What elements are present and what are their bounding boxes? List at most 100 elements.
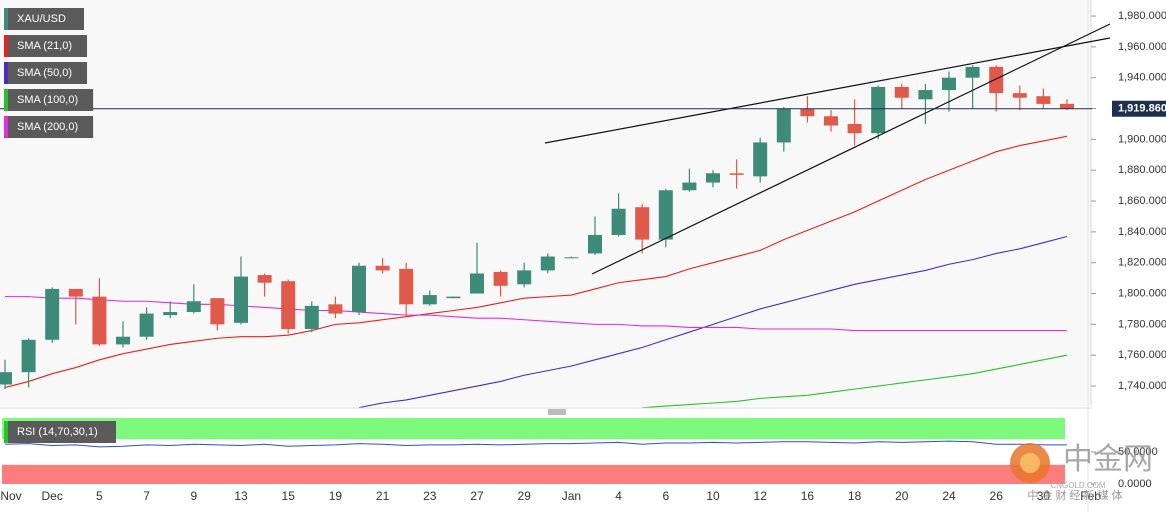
candle-body [328, 304, 343, 314]
candle-body [918, 90, 933, 100]
candle-body [635, 207, 650, 240]
y-tick-label: 1,800.000 [1118, 287, 1166, 299]
grid: 1,740.000 1,760.000 1,780.000 1,800.000 1,82… [1091, 10, 1166, 392]
candle-body [1060, 103, 1074, 109]
y-tick-label: 1,740.000 [1118, 380, 1166, 392]
x-tick-label: 12 [754, 489, 768, 503]
candle-body [1036, 96, 1051, 104]
y-tick-label: 1,760.000 [1118, 349, 1166, 361]
x-tick-label: 23 [423, 489, 437, 503]
candle-body [564, 257, 579, 259]
legend: XAU/USD SMA (21,0) SMA (50,0) SMA (100,0) SM… [4, 8, 94, 138]
legend-box [4, 62, 88, 84]
watermark-subtitle: 中 金 财 经 新 媒 体 [1027, 488, 1122, 502]
watermark-title: 中金网 [1063, 443, 1153, 476]
x-tick-label: 24 [942, 489, 956, 503]
candle-body [163, 312, 178, 316]
y-tick-label: 1,780.000 [1118, 318, 1166, 330]
y-tick-label: 1,820.000 [1118, 257, 1166, 269]
candle-body [375, 265, 390, 271]
legend-box [4, 421, 116, 443]
x-tick-label: Jan [562, 489, 581, 503]
candle-body [116, 336, 130, 345]
last-price-box [1112, 100, 1166, 117]
x-tick-label: Dec [42, 489, 63, 503]
candle-body [753, 142, 768, 177]
candle-body [729, 173, 744, 175]
candle-body [517, 270, 532, 285]
x-axis: Nov Dec 5 7 9 13 15 19 21 23 27 29 Jan 4 6 10 12 16 18 20 24… [0, 489, 1101, 503]
legend-swatch [4, 8, 8, 30]
x-tick-label: 26 [990, 489, 1004, 503]
sma-line [4, 135, 1068, 389]
candle-body [540, 256, 555, 271]
y-tick-label: 1,980.000 [1118, 10, 1166, 22]
x-tick-label: 15 [282, 489, 296, 503]
candle-body [45, 288, 60, 340]
legend-box [4, 89, 94, 111]
candle-body [682, 182, 697, 191]
x-tick-label: 9 [190, 489, 197, 503]
candle-body [847, 123, 862, 134]
x-tick-label: 16 [801, 489, 815, 503]
x-tick-label: 18 [848, 489, 862, 503]
legend-label: SMA (200,0) [17, 121, 78, 133]
legend-label: RSI (14,70,30,1) [17, 426, 98, 438]
candle-body [965, 66, 980, 78]
plot-background [0, 0, 1092, 406]
y-tick-label: 1,860.000 [1118, 195, 1166, 207]
candle-body [493, 271, 508, 286]
trend-line [544, 37, 1111, 144]
candle-body [0, 372, 12, 385]
last-price: 1,919.860 [0, 100, 1166, 117]
y-tick-label: 1,960.000 [1118, 41, 1166, 53]
legend-box [4, 8, 84, 30]
legend-label: SMA (50,0) [17, 67, 72, 79]
x-tick-label: Nov [0, 489, 21, 503]
x-tick-label: 19 [329, 489, 343, 503]
sma-line [5, 296, 1067, 332]
candle-body [989, 66, 1004, 94]
rsi-tick-label: 50.0000 [1118, 446, 1158, 458]
x-tick-label: 30 [1037, 489, 1051, 503]
x-tick-label: 7 [143, 489, 150, 503]
candle-body [304, 305, 319, 329]
x-tick-label: 10 [706, 489, 720, 503]
candle-body [871, 86, 886, 134]
x-tick-label: 21 [376, 489, 390, 503]
sma-line [358, 235, 1068, 409]
candle-body [706, 173, 720, 183]
legend-box [4, 116, 94, 138]
last-price-label: 1,919.860 [1118, 103, 1166, 115]
x-tick-label: 20 [895, 489, 909, 503]
legend-label: SMA (100,0) [17, 94, 78, 106]
candle-body [281, 281, 296, 329]
candle-body [470, 273, 484, 294]
candle-body [210, 298, 225, 325]
rsi-line [4, 440, 1067, 448]
rsi-panel: 0.0000 50.0000 RSI (14,70,30,1) [2, 418, 1158, 490]
x-tick-label: 27 [470, 489, 484, 503]
y-tick-label: 1,840.000 [1118, 226, 1166, 238]
candle-body [21, 339, 36, 373]
overlays [4, 135, 1068, 409]
candle-body [776, 108, 791, 143]
candle-body [186, 301, 201, 313]
watermark-site: CNGOLD.COM [1050, 481, 1105, 490]
y-tick-label: 1,880.000 [1118, 164, 1166, 176]
candle-body [422, 295, 437, 305]
candle-body [234, 276, 248, 323]
oversold-band [2, 464, 1065, 484]
legend-label: XAU/USD [17, 13, 66, 25]
candle-body [257, 275, 272, 283]
legend-swatch [4, 89, 8, 111]
candle-body [399, 268, 414, 305]
watermark-logo [1020, 453, 1040, 473]
legend-swatch [4, 62, 8, 84]
candle-body [611, 208, 626, 235]
legend-label: SMA (21,0) [17, 40, 72, 52]
candle-body [92, 296, 107, 345]
legend-swatch [4, 421, 8, 443]
